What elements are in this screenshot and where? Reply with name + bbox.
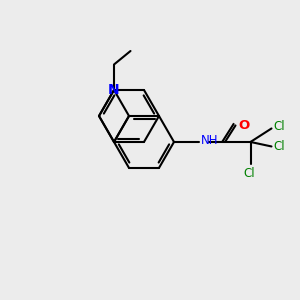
- Text: O: O: [238, 119, 250, 132]
- Text: N: N: [108, 83, 120, 97]
- Text: NH: NH: [201, 134, 218, 147]
- Text: Cl: Cl: [243, 167, 255, 181]
- Text: Cl: Cl: [273, 140, 285, 153]
- Text: Cl: Cl: [273, 121, 285, 134]
